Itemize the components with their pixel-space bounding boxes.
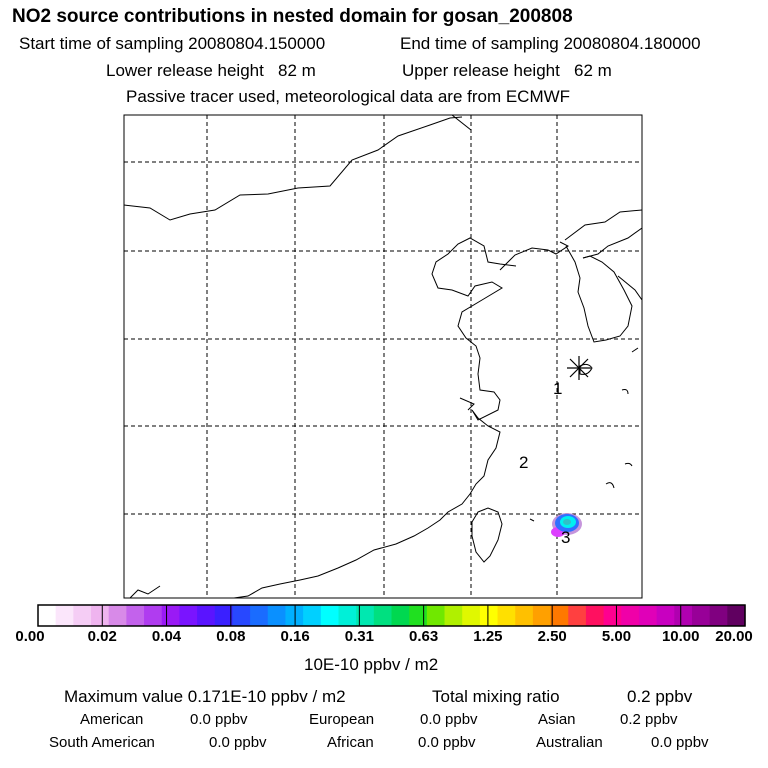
colorbar-cell [91,605,110,626]
colorbar-cell [179,605,198,626]
colorbar-cell [356,605,375,626]
colorbar-cell [568,605,587,626]
colorbar-tick-label: 20.00 [715,628,753,645]
colorbar-unit: 10E-10 ppbv / m2 [304,655,439,674]
colorbar-tick-label: 0.16 [280,628,310,645]
colorbar-tick-label: 0.02 [87,628,117,645]
colorbar-cell [161,605,181,626]
tracer-note: Passive tracer used, meteorological data… [126,87,571,106]
colorbar-tick-label: 1.25 [473,628,503,645]
colorbar-cell [320,605,340,626]
colorbar-cell [550,605,569,626]
region-name-european: European [309,711,375,728]
total-mixing-ratio-label: Total mixing ratio [432,687,560,706]
maximum-value: Maximum value 0.171E-10 ppbv / m2 [64,687,346,706]
colorbar-cell [709,605,728,626]
source-label-2: 2 [519,453,528,472]
colorbar-cell [303,605,322,626]
region-value-australian: 0.0 ppbv [651,734,709,751]
lower-release-height: Lower release height 82 m [106,61,316,80]
colorbar-tick-label: 2.50 [537,628,567,645]
colorbar-cell [532,605,552,626]
region-value-asian: 0.2 ppbv [620,711,678,728]
colorbar-tick-label: 0.04 [151,628,182,645]
colorbar-cell [126,605,145,626]
region-value-south-american: 0.0 ppbv [209,734,267,751]
colorbar-tick-label: 0.08 [216,628,246,645]
source-label-1: 1 [553,379,562,398]
colorbar-cell [727,605,746,626]
colorbar-tick-label: 0.63 [409,628,439,645]
colorbar-cell [479,605,499,626]
map-frame [123,114,643,599]
colorbar-cell [38,605,57,626]
upper-release-height: Upper release height 62 m [402,61,612,80]
colorbar [38,605,746,626]
colorbar-tick-label: 0.31 [344,628,374,645]
map-grid [124,115,642,598]
colorbar-cell [232,605,251,626]
start-time-label: Start time of sampling 20080804.150000 [19,34,326,53]
end-time-label: End time of sampling 20080804.180000 [400,34,701,53]
colorbar-cell [656,605,675,626]
colorbar-cell [497,605,516,626]
total-mixing-ratio-value: 0.2 ppbv [627,687,693,706]
colorbar-cell [603,605,622,626]
colorbar-cell [391,605,410,626]
coastlines [124,115,642,598]
colorbar-cell [638,605,658,626]
colorbar-cell [285,605,304,626]
colorbar-cell [515,605,534,626]
colorbar-cell [108,605,127,626]
region-name-asian: Asian [538,711,576,728]
colorbar-cell [585,605,605,626]
region-name-south-american: South American [49,734,155,751]
map-panel: 1 2 3 [124,115,642,598]
colorbar-tick-label: 10.00 [661,628,700,645]
region-value-european: 0.0 ppbv [420,711,478,728]
colorbar-cell [214,605,234,626]
colorbar-cell [338,605,357,626]
tracer-plume [551,513,582,537]
colorbar-cell [144,605,163,626]
receptor-star-icon [567,356,591,380]
colorbar-cell [674,605,693,626]
colorbar-cell [267,605,287,626]
region-value-american: 0.0 ppbv [190,711,248,728]
colorbar-cell [621,605,640,626]
source-label-3: 3 [561,528,570,547]
region-name-african: African [327,734,374,751]
colorbar-cell [73,605,92,626]
region-name-australian: Australian [536,734,603,751]
region-value-african: 0.0 ppbv [418,734,476,751]
colorbar-cell [409,605,428,626]
colorbar-tick-label: 0.00 [15,628,45,645]
page-title: NO2 source contributions in nested domai… [12,6,573,27]
colorbar-cell [250,605,269,626]
colorbar-cell [55,605,74,626]
colorbar-tick-label: 5.00 [601,628,632,645]
colorbar-frame [37,604,746,627]
region-name-american: American [80,711,144,728]
colorbar-cell [197,605,216,626]
colorbar-cell [462,605,481,626]
colorbar-cell [373,605,393,626]
colorbar-cell [691,605,711,626]
colorbar-cell [426,605,446,626]
colorbar-cell [444,605,463,626]
